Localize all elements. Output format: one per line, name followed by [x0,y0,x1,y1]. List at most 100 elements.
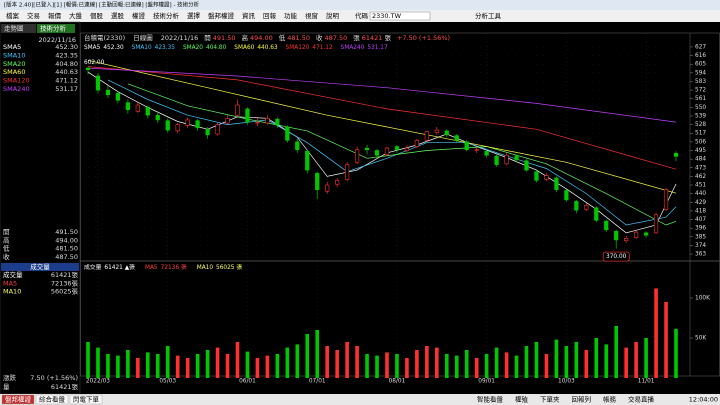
tab-active[interactable] [37,24,75,33]
quote-unit: 張 [384,34,391,42]
candle-body [265,118,270,124]
menu-item[interactable]: 回報 [263,12,277,20]
menu-item[interactable]: 資訊 [242,11,256,20]
menu-item[interactable]: 報價 [48,11,62,20]
change-label: 漲跌 [3,373,17,382]
symbol[interactable]: 2330.TW [372,12,402,20]
vol-ma-value: 56025 張 [216,264,242,271]
volume-bar [494,347,499,378]
tab-label[interactable]: 走勢圖 [4,24,24,33]
candle-body [305,150,310,171]
menu-item[interactable]: 權證 [132,11,146,20]
candle-body [105,89,111,96]
status: 盤邦權證 綜合看盤 閃電下單 12:04:00 交易直播 帳務 回報列 下單夾 權殖 智能看盤 [1,394,718,405]
y-tick-label: 418 [695,208,706,214]
status-item[interactable]: 交易直播 [628,395,655,404]
symbol-box[interactable] [369,11,431,21]
candle-body [594,207,599,221]
volume-bar [444,354,449,378]
status-item[interactable]: 回報列 [572,395,592,404]
candle-body [345,164,350,180]
status-tab[interactable] [69,394,103,405]
menu-item[interactable]: 大盤 [69,11,83,20]
menu-item[interactable]: 說明 [326,11,340,20]
volume-bar [365,354,369,378]
volume-bar [86,342,90,378]
ma-name: SMA10 [3,51,25,59]
volume-bar [96,347,100,378]
quote-value: 491.50 [55,228,78,236]
volume-bar [235,342,240,378]
y-tick-label: 616 [695,53,706,59]
ma-line [127,83,677,226]
status-item[interactable]: 權殖 [515,395,529,404]
candle-body [384,147,390,155]
status-tab[interactable] [1,394,35,405]
volume-bar [335,350,339,378]
volume-bar [116,355,120,378]
title-bar [0,0,720,10]
candle-body [215,124,220,135]
period: 日線圖 [133,33,153,42]
status-item[interactable]: 智能看盤 [477,395,504,404]
quote-list: 開 491.50 高 494.00 低 481.50 收 487.50 [3,228,78,261]
vol-ma-name: MA10 [197,265,214,271]
volume-bar [205,350,210,378]
candle-body [514,155,519,161]
window-title: [版本 2.40][已登入][1] [報價:已連線] [主動回報:已連線] [盤… [4,1,200,9]
ma-name: SMA240 [3,85,30,93]
quote-label: 高 [242,33,249,42]
quote-value: 491.50 [213,34,236,42]
status-tab[interactable] [35,394,69,405]
candle-body [434,129,439,133]
volume-bar [126,350,130,378]
status-tab-label[interactable]: 盤邦權證 [5,395,32,404]
ma-value: 531.17 [367,45,388,51]
y-tick-label: 506 [695,139,706,145]
volume-bar [594,338,599,378]
tab-label[interactable]: 技術分析 [40,24,67,33]
volume-bar [225,354,230,378]
ma-name: SMA5 [84,45,101,51]
ma-value: 471.12 [55,77,78,85]
vol-ma-value: 72136 張 [161,264,187,271]
status-item[interactable]: 下單夾 [540,396,560,404]
ma-value: 404.80 [55,60,78,68]
volume-bar [245,351,250,378]
ma-name: SMA240 [341,45,365,51]
menu-item[interactable]: 視窗 [305,11,318,20]
volume-bar [375,355,379,378]
menu-item[interactable]: 盤邦權證 [208,11,235,20]
candle-body [644,232,649,236]
volume-row-label: MA5 [3,279,17,287]
ma-name: SMA20 [183,45,203,51]
tab[interactable] [1,24,36,33]
candle-body [544,175,549,180]
menu-item[interactable]: 選擇 [187,11,201,20]
menu-item[interactable]: 功能 [284,11,298,20]
volume-bar [584,350,589,378]
ma-name: SMA120 [3,77,30,85]
status-item[interactable]: 帳務 [603,395,617,404]
candle-body [624,238,629,242]
tool-menu[interactable]: 分析工具 [475,11,502,20]
volume-bar [604,344,609,378]
status-tab-label[interactable]: 閃電下單 [73,396,100,404]
status-tab-label[interactable]: 綜合看盤 [39,395,66,404]
menu-item[interactable]: 技術分析 [153,11,180,20]
volume-bar [514,355,519,378]
menu: 檔案 交易 報價 大盤 個股 選股 權證 技術分析 選擇 盤邦權證 資訊 回報 功能 視窗 說明 [6,11,340,20]
volume-bar [564,346,569,378]
volume-bar [634,342,638,378]
menu-item[interactable]: 交易 [27,11,40,20]
volume-bar [175,355,180,378]
x-tick-label: 10/03 [558,379,575,385]
menu-item[interactable]: 檔案 [6,11,20,20]
volume-bar [155,354,160,378]
menu-item[interactable]: 個股 [90,11,104,20]
menu-item[interactable]: 選股 [111,11,125,20]
y-tick-label: 528 [695,122,706,128]
x-tick-label: 11/01 [638,379,655,385]
volume-bar [554,339,559,378]
